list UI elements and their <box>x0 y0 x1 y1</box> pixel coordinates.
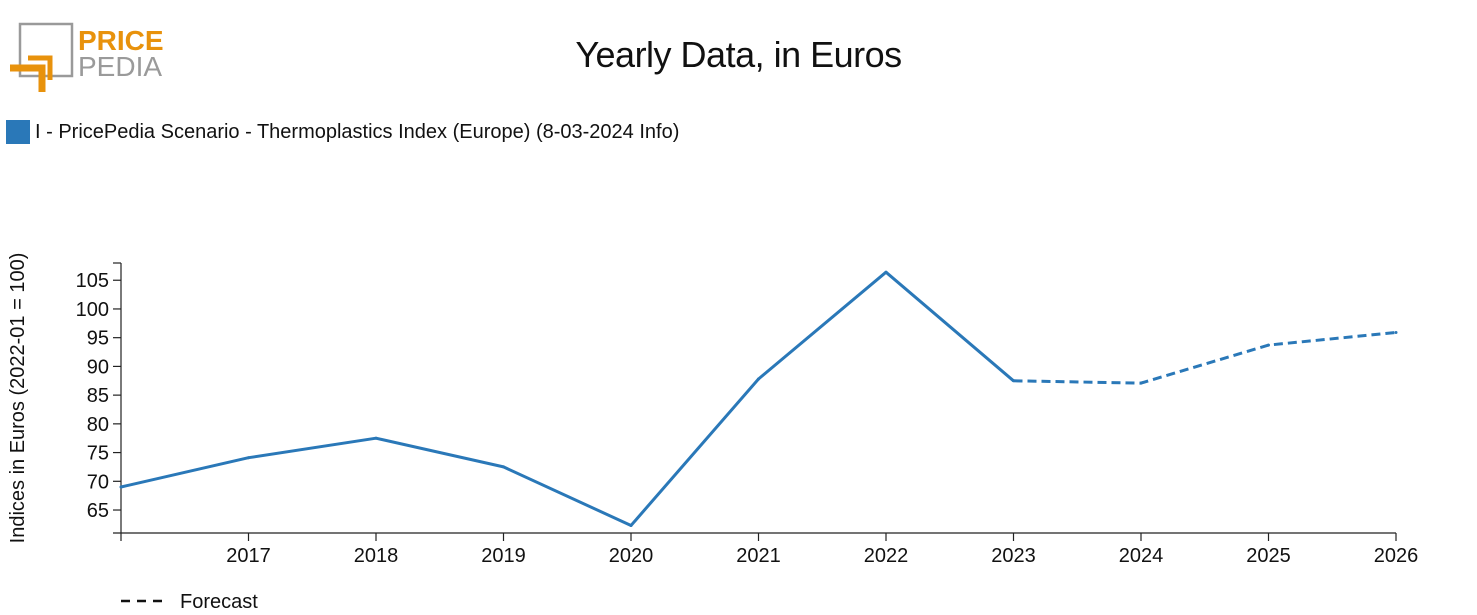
logo-text-pedia: PEDIA <box>78 51 162 82</box>
pricepedia-logo: PRICE PEDIA <box>10 22 164 92</box>
data-point <box>1012 379 1015 383</box>
x-tick-label: 2017 <box>226 545 271 567</box>
x-tick-label: 2022 <box>864 545 909 567</box>
y-tick-label: 70 <box>87 471 109 493</box>
y-tick-label: 80 <box>87 414 109 436</box>
data-point <box>374 436 378 440</box>
axes: 65 70 75 80 85 90 95 100 105 2017 2018 2019 2020 2021… <box>7 253 1418 567</box>
data-point <box>119 485 123 489</box>
x-tick-label: 2019 <box>481 545 526 567</box>
forecast-legend: Forecast <box>121 591 258 613</box>
y-tick-label: 65 <box>87 500 109 522</box>
data-point <box>757 377 760 381</box>
data-point <box>1139 381 1143 385</box>
series-line-forecast <box>1013 331 1397 385</box>
y-axis-title: Indices in Euros (2022-01 = 100) <box>7 253 29 544</box>
logo-gray-frame <box>18 22 74 78</box>
y-tick-label: 105 <box>76 270 109 292</box>
y-tick-label: 75 <box>87 443 109 465</box>
legend-label: I - PricePedia Scenario - Thermoplastics… <box>35 120 680 143</box>
x-tick-label: 2026 <box>1374 545 1419 567</box>
x-tick-label: 2020 <box>609 545 654 567</box>
forecast-legend-label: Forecast <box>180 591 258 613</box>
logo-orange-bracket-outer <box>10 64 46 92</box>
y-tick-label: 100 <box>76 299 109 321</box>
data-point <box>502 465 505 469</box>
data-point <box>247 456 250 460</box>
x-tick-label: 2024 <box>1119 545 1164 567</box>
legend-swatch <box>6 120 30 144</box>
data-point <box>629 524 633 528</box>
x-tick-label: 2021 <box>736 545 781 567</box>
legend[interactable]: I - PricePedia Scenario - Thermoplastics… <box>6 120 679 144</box>
y-tick-label: 95 <box>87 328 109 350</box>
y-tick-label: 85 <box>87 385 109 407</box>
chart-title: Yearly Data, in Euros <box>575 34 902 75</box>
data-point <box>1267 343 1270 347</box>
x-tick-label: 2023 <box>991 545 1036 567</box>
series-layer <box>119 270 1398 528</box>
x-tick-label: 2018 <box>354 545 399 567</box>
x-tick-label: 2025 <box>1246 545 1291 567</box>
data-point <box>884 270 888 274</box>
logo-orange-bracket-inner <box>28 55 53 80</box>
series-line-actual <box>120 270 1015 527</box>
data-point <box>1394 331 1398 335</box>
y-tick-label: 90 <box>87 356 109 378</box>
logo-text-price: PRICE <box>78 25 164 56</box>
